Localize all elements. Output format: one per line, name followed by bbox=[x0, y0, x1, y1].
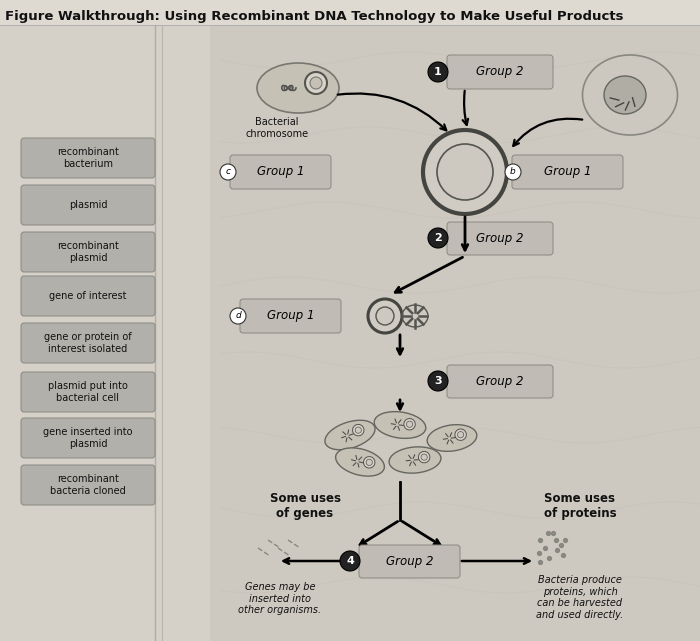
Text: 3: 3 bbox=[434, 376, 442, 386]
Text: 1: 1 bbox=[434, 67, 442, 77]
Text: plasmid: plasmid bbox=[69, 200, 107, 210]
Circle shape bbox=[230, 308, 246, 324]
Text: Group 1: Group 1 bbox=[267, 310, 314, 322]
Circle shape bbox=[421, 454, 427, 460]
Text: plasmid put into
bacterial cell: plasmid put into bacterial cell bbox=[48, 381, 128, 403]
Circle shape bbox=[505, 164, 521, 180]
Circle shape bbox=[428, 228, 448, 248]
Text: c: c bbox=[225, 167, 230, 176]
Ellipse shape bbox=[582, 55, 678, 135]
Circle shape bbox=[368, 299, 402, 333]
FancyBboxPatch shape bbox=[230, 155, 331, 189]
Ellipse shape bbox=[335, 448, 384, 476]
Text: Genes may be
inserted into
other organisms.: Genes may be inserted into other organis… bbox=[239, 582, 321, 615]
Ellipse shape bbox=[427, 425, 477, 451]
Text: Some uses
of genes: Some uses of genes bbox=[270, 492, 340, 520]
Text: Group 2: Group 2 bbox=[476, 65, 524, 78]
Ellipse shape bbox=[389, 447, 441, 473]
Text: 4: 4 bbox=[346, 556, 354, 566]
Circle shape bbox=[355, 427, 361, 433]
FancyBboxPatch shape bbox=[0, 25, 210, 641]
FancyBboxPatch shape bbox=[21, 323, 155, 363]
Text: recombinant
bacteria cloned: recombinant bacteria cloned bbox=[50, 474, 126, 495]
Circle shape bbox=[376, 307, 394, 325]
Circle shape bbox=[428, 62, 448, 82]
Text: 2: 2 bbox=[434, 233, 442, 243]
Ellipse shape bbox=[374, 412, 426, 438]
FancyBboxPatch shape bbox=[210, 25, 700, 641]
Ellipse shape bbox=[257, 63, 339, 113]
Ellipse shape bbox=[325, 420, 375, 450]
Text: Some uses
of proteins: Some uses of proteins bbox=[544, 492, 616, 520]
Text: Bacteria produce
proteins, which
can be harvested
and used directly.: Bacteria produce proteins, which can be … bbox=[536, 575, 624, 620]
Text: Group 2: Group 2 bbox=[476, 375, 524, 388]
Circle shape bbox=[220, 164, 236, 180]
Text: d: d bbox=[235, 312, 241, 320]
Circle shape bbox=[423, 130, 507, 214]
Circle shape bbox=[305, 72, 327, 94]
Text: gene inserted into
plasmid: gene inserted into plasmid bbox=[43, 427, 133, 449]
FancyBboxPatch shape bbox=[21, 138, 155, 178]
Circle shape bbox=[437, 144, 493, 200]
FancyBboxPatch shape bbox=[21, 465, 155, 505]
Text: Group 1: Group 1 bbox=[257, 165, 304, 178]
FancyBboxPatch shape bbox=[21, 372, 155, 412]
Text: Group 2: Group 2 bbox=[386, 555, 433, 568]
Circle shape bbox=[340, 551, 360, 571]
Text: b: b bbox=[510, 167, 516, 176]
Circle shape bbox=[366, 459, 372, 465]
Text: Group 1: Group 1 bbox=[544, 165, 592, 178]
Text: Group 2: Group 2 bbox=[476, 232, 524, 245]
Circle shape bbox=[419, 451, 430, 463]
FancyBboxPatch shape bbox=[21, 276, 155, 316]
FancyBboxPatch shape bbox=[447, 365, 553, 398]
Circle shape bbox=[428, 371, 448, 391]
Text: Bacterial
chromosome: Bacterial chromosome bbox=[246, 117, 309, 138]
FancyBboxPatch shape bbox=[359, 545, 460, 578]
Ellipse shape bbox=[604, 76, 646, 114]
FancyBboxPatch shape bbox=[240, 299, 341, 333]
FancyBboxPatch shape bbox=[447, 222, 553, 255]
Text: Figure Walkthrough: Using Recombinant DNA Technology to Make Useful Products: Figure Walkthrough: Using Recombinant DN… bbox=[5, 10, 624, 23]
FancyBboxPatch shape bbox=[21, 185, 155, 225]
Circle shape bbox=[407, 421, 413, 428]
Text: recombinant
bacterium: recombinant bacterium bbox=[57, 147, 119, 169]
FancyBboxPatch shape bbox=[21, 232, 155, 272]
Text: gene or protein of
interest isolated: gene or protein of interest isolated bbox=[44, 332, 132, 354]
FancyBboxPatch shape bbox=[512, 155, 623, 189]
FancyBboxPatch shape bbox=[447, 55, 553, 89]
FancyBboxPatch shape bbox=[21, 418, 155, 458]
Circle shape bbox=[353, 424, 364, 436]
Circle shape bbox=[310, 77, 322, 89]
Circle shape bbox=[363, 456, 375, 468]
Circle shape bbox=[458, 431, 463, 438]
Circle shape bbox=[404, 419, 415, 430]
Circle shape bbox=[455, 429, 466, 440]
Text: recombinant
plasmid: recombinant plasmid bbox=[57, 241, 119, 263]
FancyBboxPatch shape bbox=[0, 0, 700, 25]
Text: gene of interest: gene of interest bbox=[49, 291, 127, 301]
